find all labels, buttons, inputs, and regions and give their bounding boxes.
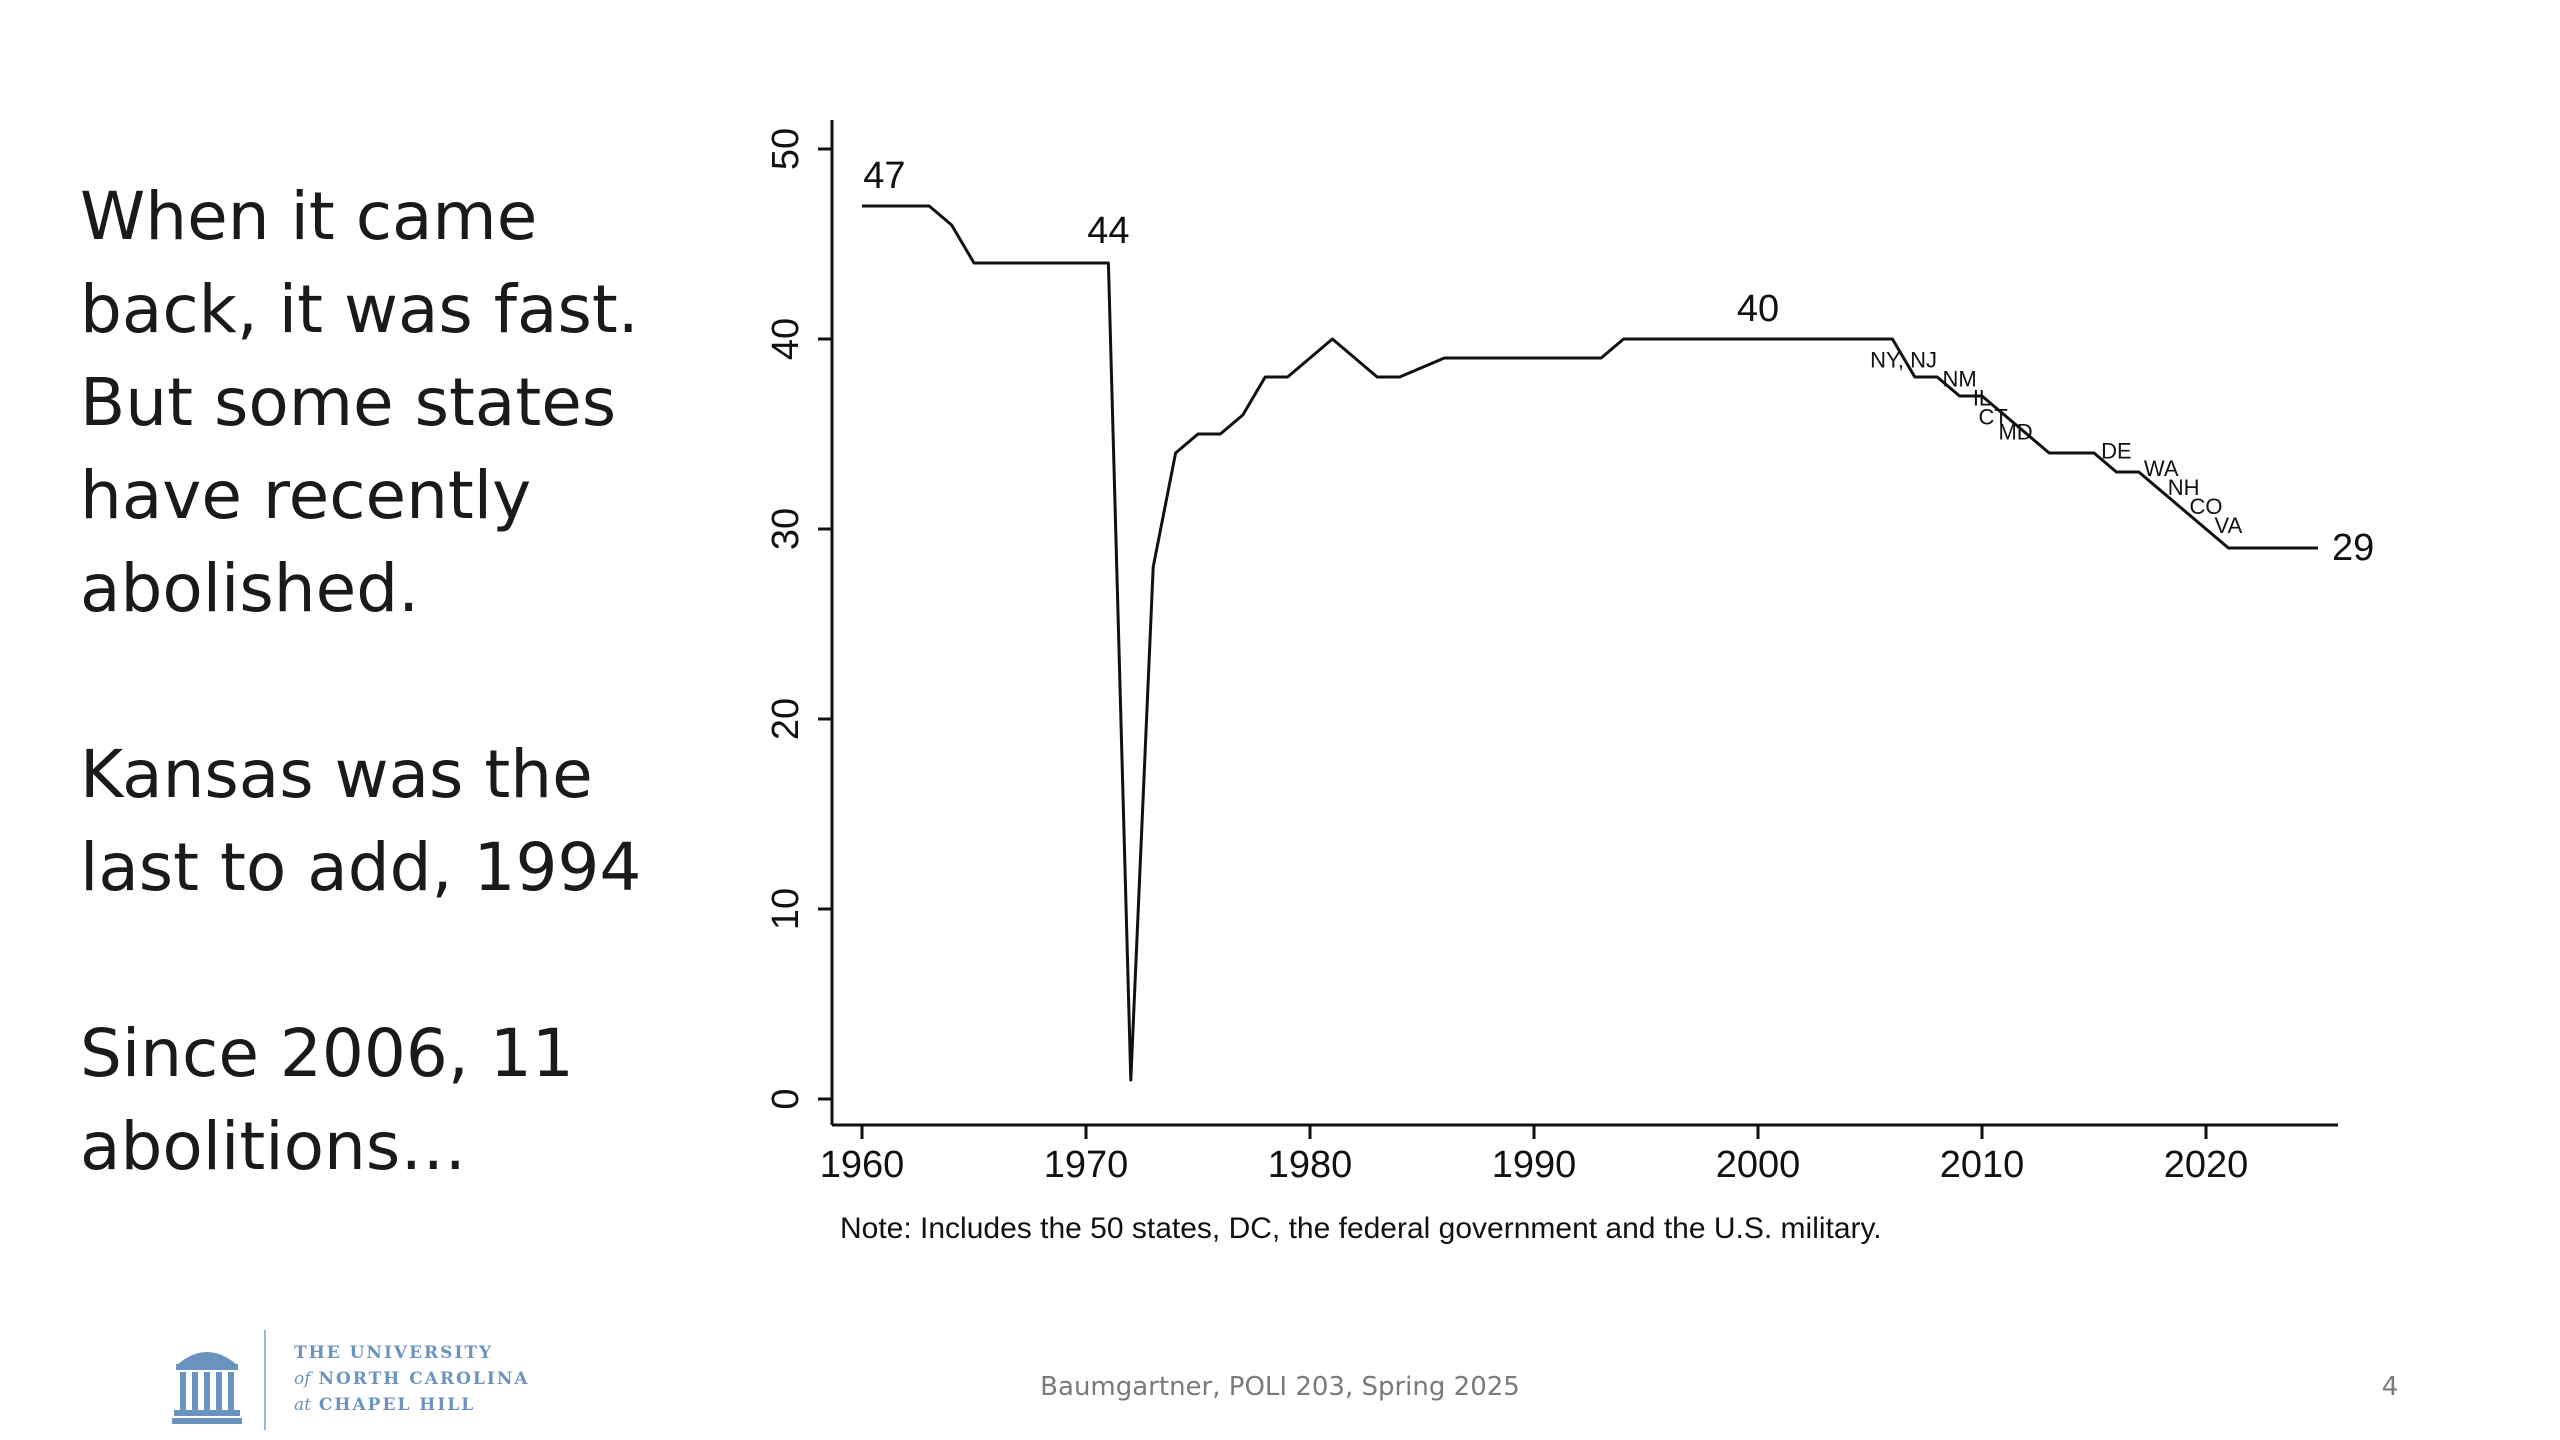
university-name: THE UNIVERSITY of NORTH CAROLINA at CHAP… <box>294 1340 530 1418</box>
x-tick-label: 1990 <box>1492 1144 1577 1186</box>
state-label: CO <box>2190 494 2223 519</box>
annotation-label: 40 <box>1737 288 1779 330</box>
annotation-label: 29 <box>2332 527 2374 569</box>
state-label: CT <box>1979 405 2008 430</box>
state-label: NY, NJ <box>1870 348 1937 373</box>
paragraph-fast-return: When it came back, it was fast. But some… <box>80 178 639 627</box>
unc-logo: THE UNIVERSITY of NORTH CAROLINA at CHAP… <box>172 1330 552 1430</box>
paragraph-abolitions: Since 2006, 11 abolitions… <box>80 1015 574 1185</box>
y-tick-label: 30 <box>765 508 807 550</box>
x-tick-label: 2010 <box>1940 1144 2025 1186</box>
state-label: DE <box>2101 439 2132 464</box>
slide-number: 4 <box>2381 1372 2399 1402</box>
paragraph-kansas: Kansas was the last to add, 1994 <box>80 736 642 906</box>
logo-divider <box>264 1330 266 1430</box>
state-label: VA <box>2215 513 2243 538</box>
series-line <box>862 204 2318 1082</box>
x-tick-label: 2000 <box>1716 1144 1801 1186</box>
annotation-label: 47 <box>863 155 905 197</box>
old-well-icon <box>172 1352 242 1424</box>
slide-body-text: When it came back, it was fast. But some… <box>80 170 720 1193</box>
state-label: NM <box>1942 367 1976 392</box>
state-label: NH <box>2168 475 2200 500</box>
x-tick-label: 1970 <box>1044 1144 1129 1186</box>
state-label: WA <box>2144 456 2179 481</box>
state-label: IL <box>1973 386 1991 411</box>
x-tick-label: 1960 <box>820 1144 905 1186</box>
y-tick-label: 50 <box>765 128 807 170</box>
y-tick-label: 40 <box>765 318 807 360</box>
logo-line-2: of NORTH CAROLINA <box>294 1369 530 1389</box>
state-label: MD <box>1998 420 2032 445</box>
logo-line-3: at CHAPEL HILL <box>294 1395 476 1415</box>
logo-line-1: THE UNIVERSITY <box>294 1343 494 1363</box>
chart-note: Note: Includes the 50 states, DC, the fe… <box>840 1212 1882 1245</box>
annotation-label: 44 <box>1087 210 1129 252</box>
y-tick-label: 0 <box>765 1088 807 1109</box>
y-tick-label: 20 <box>765 698 807 740</box>
x-tick-label: 2020 <box>2164 1144 2249 1186</box>
footer-credit: Baumgartner, POLI 203, Spring 2025 <box>1040 1372 1520 1402</box>
y-tick-label: 10 <box>765 888 807 930</box>
x-tick-label: 1980 <box>1268 1144 1353 1186</box>
